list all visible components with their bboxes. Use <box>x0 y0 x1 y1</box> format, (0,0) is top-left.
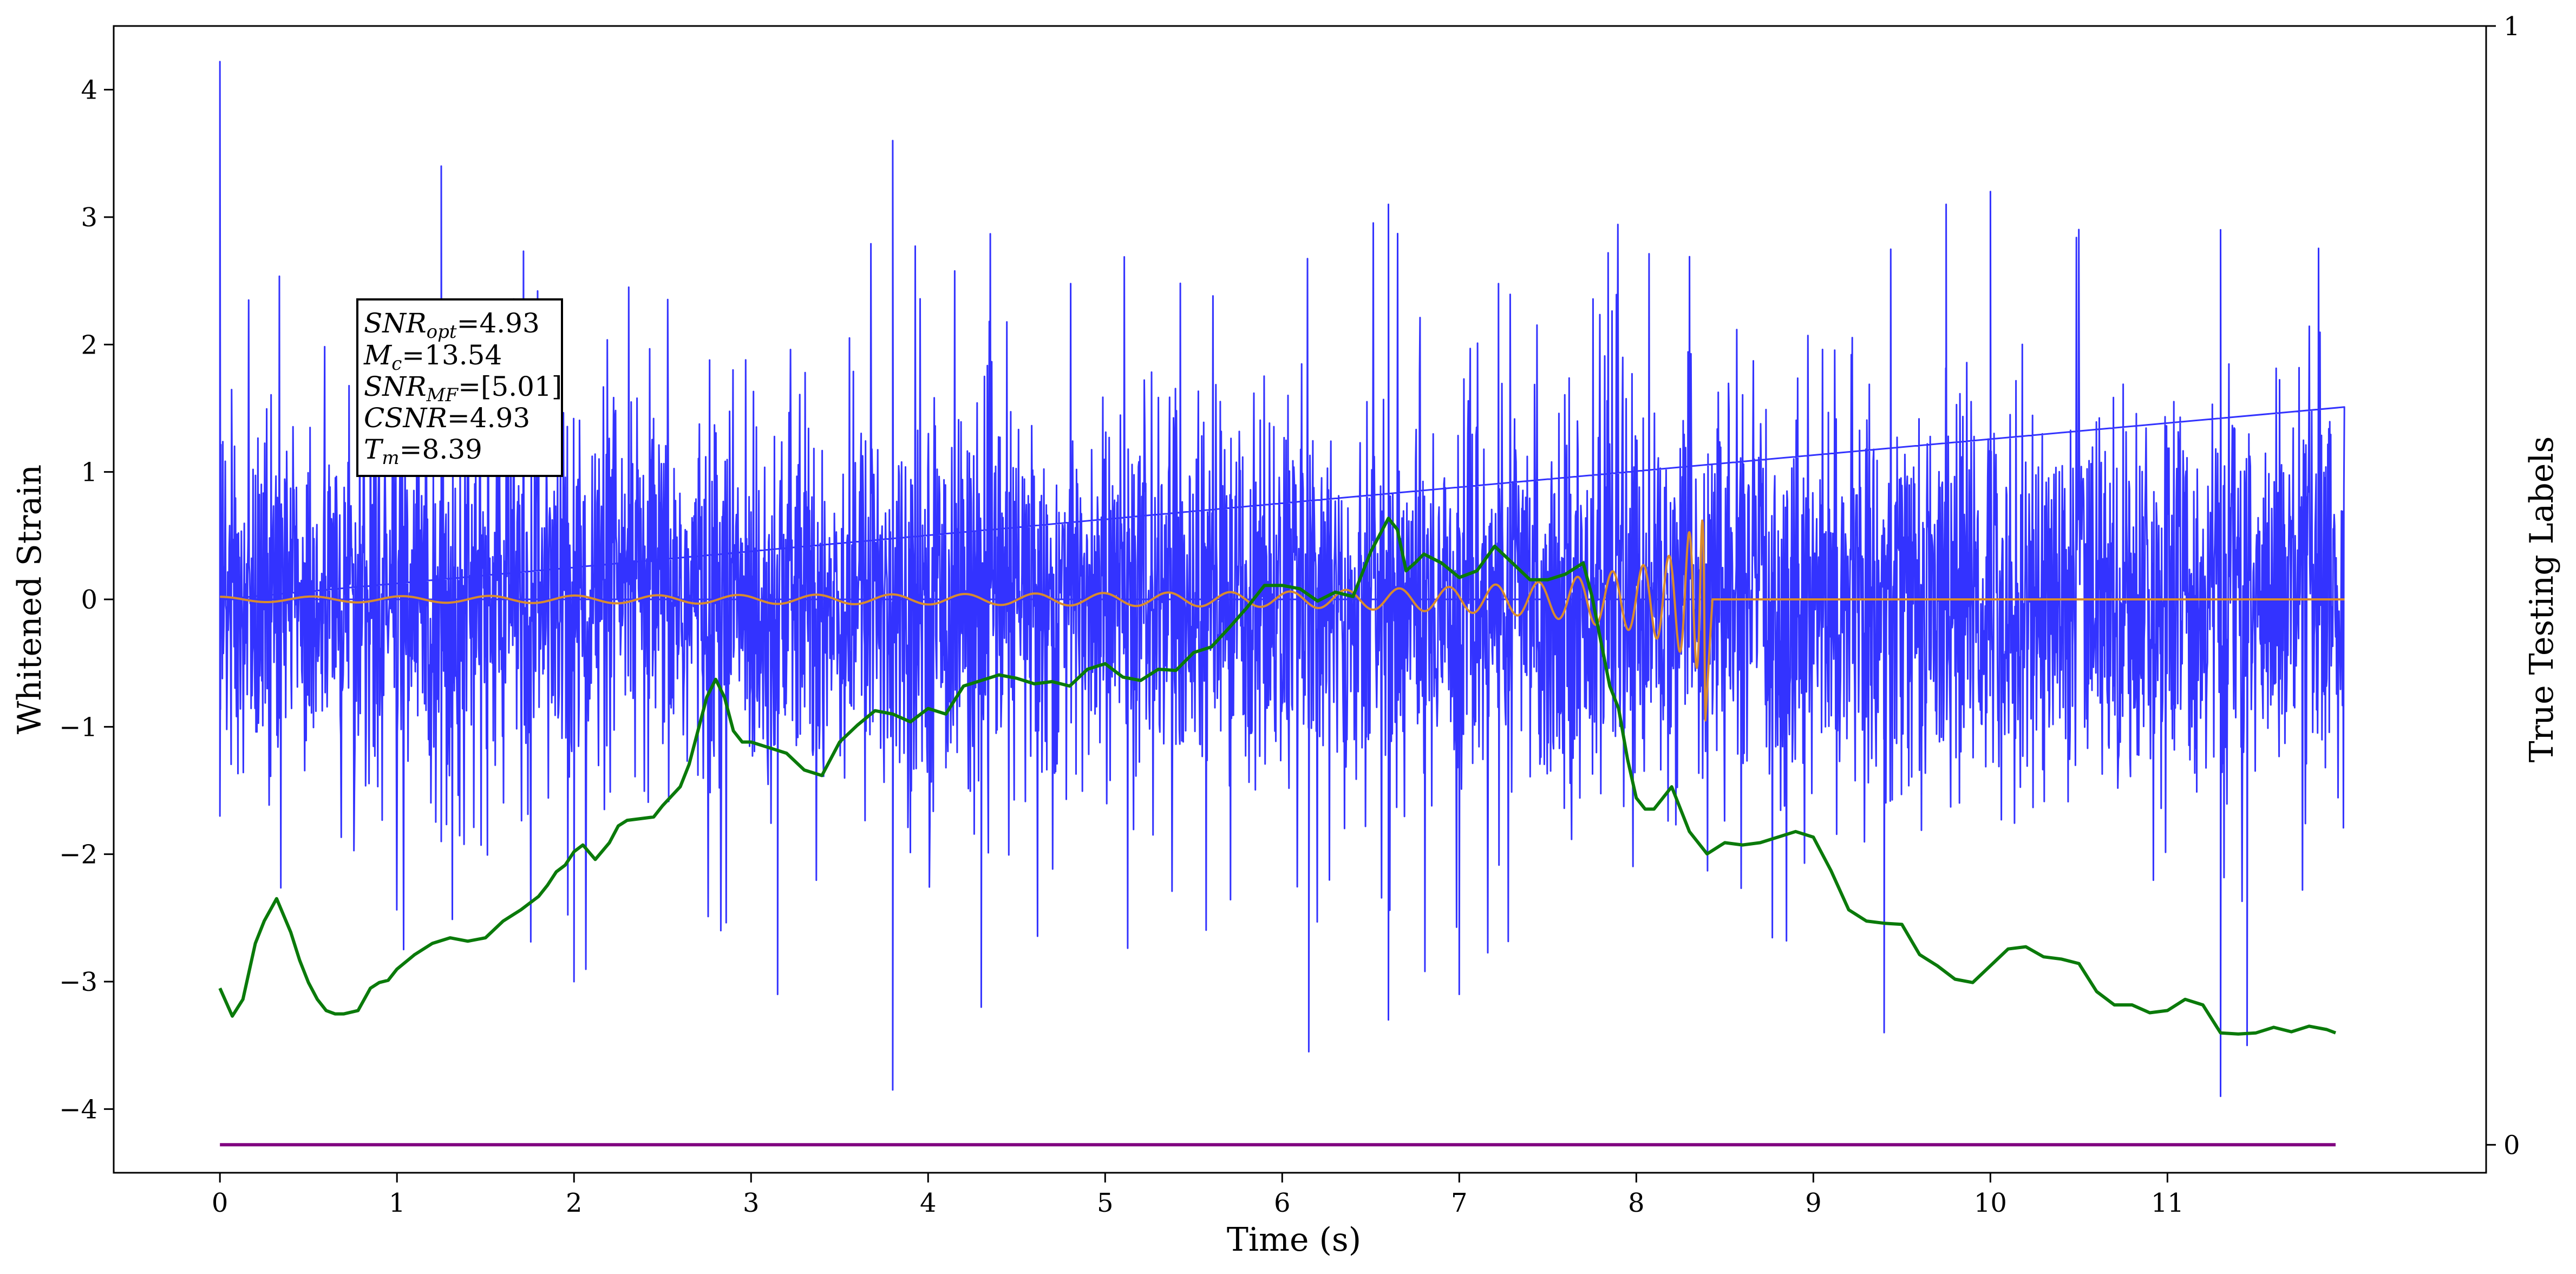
y-tick-label: 3 <box>81 202 97 233</box>
annotation-frame <box>356 298 563 477</box>
strain-series <box>219 61 2345 1097</box>
annotation-box: SNRopt=4.93 Mc=13.54 SNRMF=[5.01] CSNR=4… <box>356 298 563 477</box>
y2-tick-label: 1 <box>2503 11 2520 42</box>
prediction-series <box>218 517 2337 1036</box>
y-tick-label: −2 <box>59 840 97 870</box>
plot-area <box>218 61 2345 1147</box>
x-tick-label: 11 <box>2151 1188 2184 1218</box>
x-tick-label: 3 <box>743 1188 760 1218</box>
x-tick-label: 8 <box>1628 1188 1645 1218</box>
x-tick-label: 2 <box>566 1188 583 1218</box>
y-tick-label: −3 <box>59 967 97 997</box>
y-tick-label: 1 <box>81 458 97 488</box>
prediction-line <box>218 517 2337 1036</box>
x-axis: 0 1 2 3 4 5 6 7 8 9 10 11 <box>212 1173 2184 1218</box>
y-tick-label: 4 <box>81 75 97 106</box>
y-tick-label: 0 <box>81 585 97 615</box>
strain-line <box>219 61 2345 1097</box>
y2-axis-title: True Testing Labels <box>2523 436 2561 763</box>
y-tick-label: −1 <box>59 712 97 742</box>
annotation-line-mc: Mc=13.54 <box>363 339 502 375</box>
x-axis-title: Time (s) <box>1227 1221 1361 1259</box>
x-tick-label: 7 <box>1451 1188 1468 1218</box>
y-tick-label: 2 <box>81 330 97 360</box>
x-tick-label: 1 <box>389 1188 406 1218</box>
y-tick-label: −4 <box>59 1094 97 1125</box>
x-tick-label: 10 <box>1974 1188 2007 1218</box>
y2-axis: 01 <box>2486 11 2520 1160</box>
template-series <box>219 519 2345 722</box>
x-tick-label: 6 <box>1274 1188 1291 1218</box>
x-tick-label: 4 <box>920 1188 937 1218</box>
y-axis: −4 −3 −2 −1 0 1 2 3 4 <box>59 75 114 1125</box>
annotation-line-csnr: CSNR=4.93 <box>364 402 530 434</box>
y2-tick-label: 0 <box>2503 1130 2520 1160</box>
annotation-line-tm: Tm=8.39 <box>364 434 482 469</box>
x-tick-label: 5 <box>1097 1188 1114 1218</box>
x-tick-label: 9 <box>1805 1188 1822 1218</box>
y-axis-title: Whitened Strain <box>11 465 49 734</box>
annotation-line-snr-mf: SNRMF=[5.01] <box>364 371 562 406</box>
x-tick-label: 0 <box>212 1188 228 1218</box>
template-line <box>219 519 2345 722</box>
annotation-line-snr-opt: SNRopt=4.93 <box>364 308 540 343</box>
